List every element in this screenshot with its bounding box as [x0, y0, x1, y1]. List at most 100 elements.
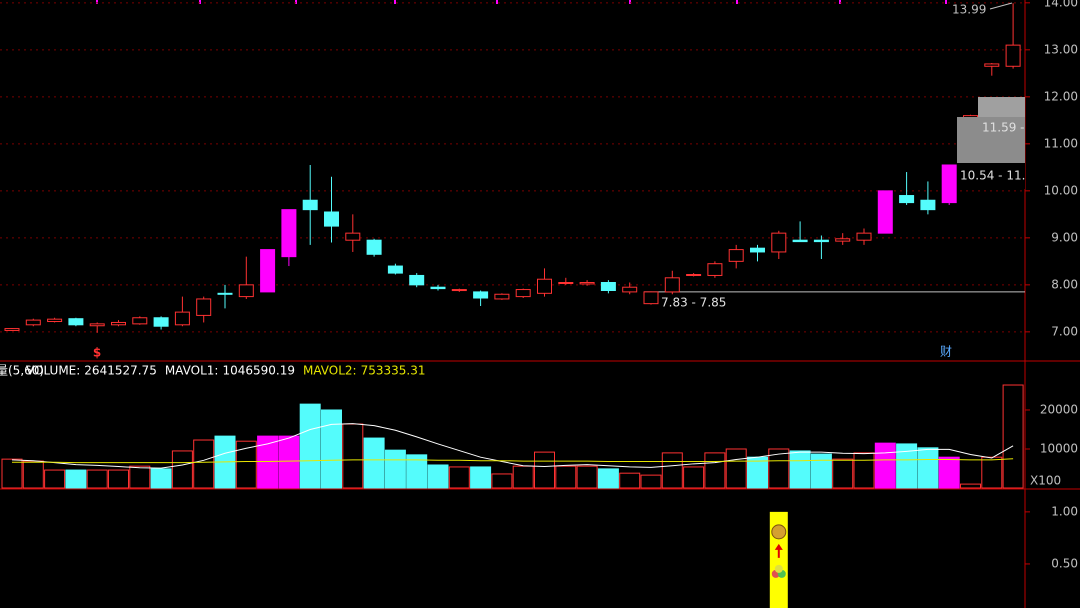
y-tick-label: 1.00	[1051, 504, 1078, 518]
header-value: 753335.31	[361, 364, 426, 378]
volume-bar	[810, 453, 832, 489]
tooltip-text: 11.59 -	[982, 121, 1025, 135]
candle-body	[771, 232, 787, 253]
volume-bar	[832, 458, 854, 489]
y-tick-label: 13.00	[1044, 42, 1078, 56]
y-tick-label: 0.50	[1051, 556, 1078, 570]
top-markers	[96, 0, 947, 4]
volume-bar	[512, 465, 534, 489]
volume-bar	[874, 442, 896, 489]
volume-bar	[896, 443, 918, 489]
volume-bar	[917, 447, 939, 489]
volume-bar	[150, 468, 172, 489]
volume-bar	[683, 466, 705, 489]
volume-bar	[981, 456, 1003, 489]
candle-body	[600, 282, 616, 291]
volume-bar	[768, 448, 790, 489]
candle-body	[89, 323, 105, 327]
volume-bar	[406, 454, 428, 489]
volume-bar	[299, 403, 321, 489]
volume-bar	[342, 423, 364, 489]
volume-bar	[86, 469, 108, 489]
candle-body	[260, 249, 276, 293]
candle-body	[324, 211, 339, 227]
candle-body	[196, 298, 212, 316]
volume-bar	[1002, 384, 1024, 489]
header-value: 2641527.75	[84, 364, 157, 378]
volume-bar	[22, 460, 44, 489]
icon	[774, 543, 783, 550]
header-name: VOLUME:	[26, 364, 80, 378]
candle-body	[750, 247, 765, 253]
volume-bar	[853, 452, 875, 489]
y-tick-label: 9.00	[1051, 230, 1078, 244]
candle-body	[132, 317, 148, 325]
volume-bar	[171, 450, 193, 489]
volume-bar	[257, 435, 279, 489]
candle-body	[217, 292, 233, 295]
volume-bar	[725, 448, 747, 489]
candle-body	[25, 319, 41, 326]
volume-bar	[640, 474, 662, 489]
candle-body	[409, 274, 425, 286]
candle-body	[515, 289, 531, 298]
volume-bar	[661, 452, 683, 489]
candle-body	[473, 291, 489, 299]
candle-body	[174, 311, 190, 326]
icon	[774, 564, 783, 573]
candle-body	[345, 232, 361, 241]
indicator-name: 量(5,60)	[0, 364, 44, 378]
ma-line	[11, 423, 1014, 469]
volume-bar	[44, 469, 66, 489]
y-tick-label: 11.00	[1044, 136, 1078, 150]
tooltip	[957, 163, 1025, 189]
volume-bar	[321, 409, 342, 489]
unit-label: X100	[1030, 474, 1061, 488]
volume-bar	[193, 439, 215, 489]
marker: $	[93, 346, 101, 360]
volume-bar	[278, 435, 300, 489]
volume-bar	[534, 451, 555, 489]
candle-body	[643, 291, 659, 305]
header-name: MAVOL1:	[165, 364, 219, 378]
candle-body	[238, 284, 254, 298]
header-name: MAVOL2:	[303, 364, 357, 378]
candle-body	[4, 328, 20, 331]
volume-bar	[448, 466, 470, 489]
candle-body	[579, 282, 595, 285]
y-tick-label: 14.00	[1044, 0, 1078, 9]
candle-body	[728, 249, 744, 262]
candle-body	[47, 318, 63, 323]
volume-bar	[747, 456, 768, 489]
icon	[771, 524, 787, 540]
volume-bar	[938, 456, 960, 489]
volume-bar	[384, 449, 406, 489]
volume-bar	[491, 473, 513, 489]
candle-body	[941, 164, 957, 204]
y-tick-label: 7.00	[1051, 324, 1078, 338]
candle-body	[366, 239, 382, 255]
tooltip	[978, 97, 1025, 117]
marker: 财	[940, 345, 952, 359]
ma-line	[12, 458, 1014, 464]
header-value: 1046590.19	[222, 364, 295, 378]
candle-body	[68, 318, 84, 326]
candle-body	[430, 286, 446, 290]
high-arrow	[989, 2, 1013, 10]
candle-body	[622, 286, 638, 293]
volume-bar	[619, 472, 641, 489]
volume-bar	[576, 465, 598, 489]
y-tick-label: 10.00	[1044, 183, 1078, 197]
volume-bar	[704, 452, 726, 489]
y-tick-label: 8.00	[1051, 277, 1078, 291]
volume-bar	[427, 464, 449, 489]
candle-body	[302, 199, 318, 211]
y-tick-label: 12.00	[1044, 89, 1078, 103]
volume-bar	[789, 450, 811, 489]
candle-body	[451, 289, 467, 292]
candle-body	[537, 278, 552, 294]
candle-body	[281, 209, 297, 258]
candle-body	[558, 282, 574, 285]
candle-body	[792, 239, 808, 243]
